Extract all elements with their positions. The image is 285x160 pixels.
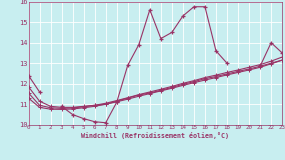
- X-axis label: Windchill (Refroidissement éolien,°C): Windchill (Refroidissement éolien,°C): [81, 132, 229, 139]
